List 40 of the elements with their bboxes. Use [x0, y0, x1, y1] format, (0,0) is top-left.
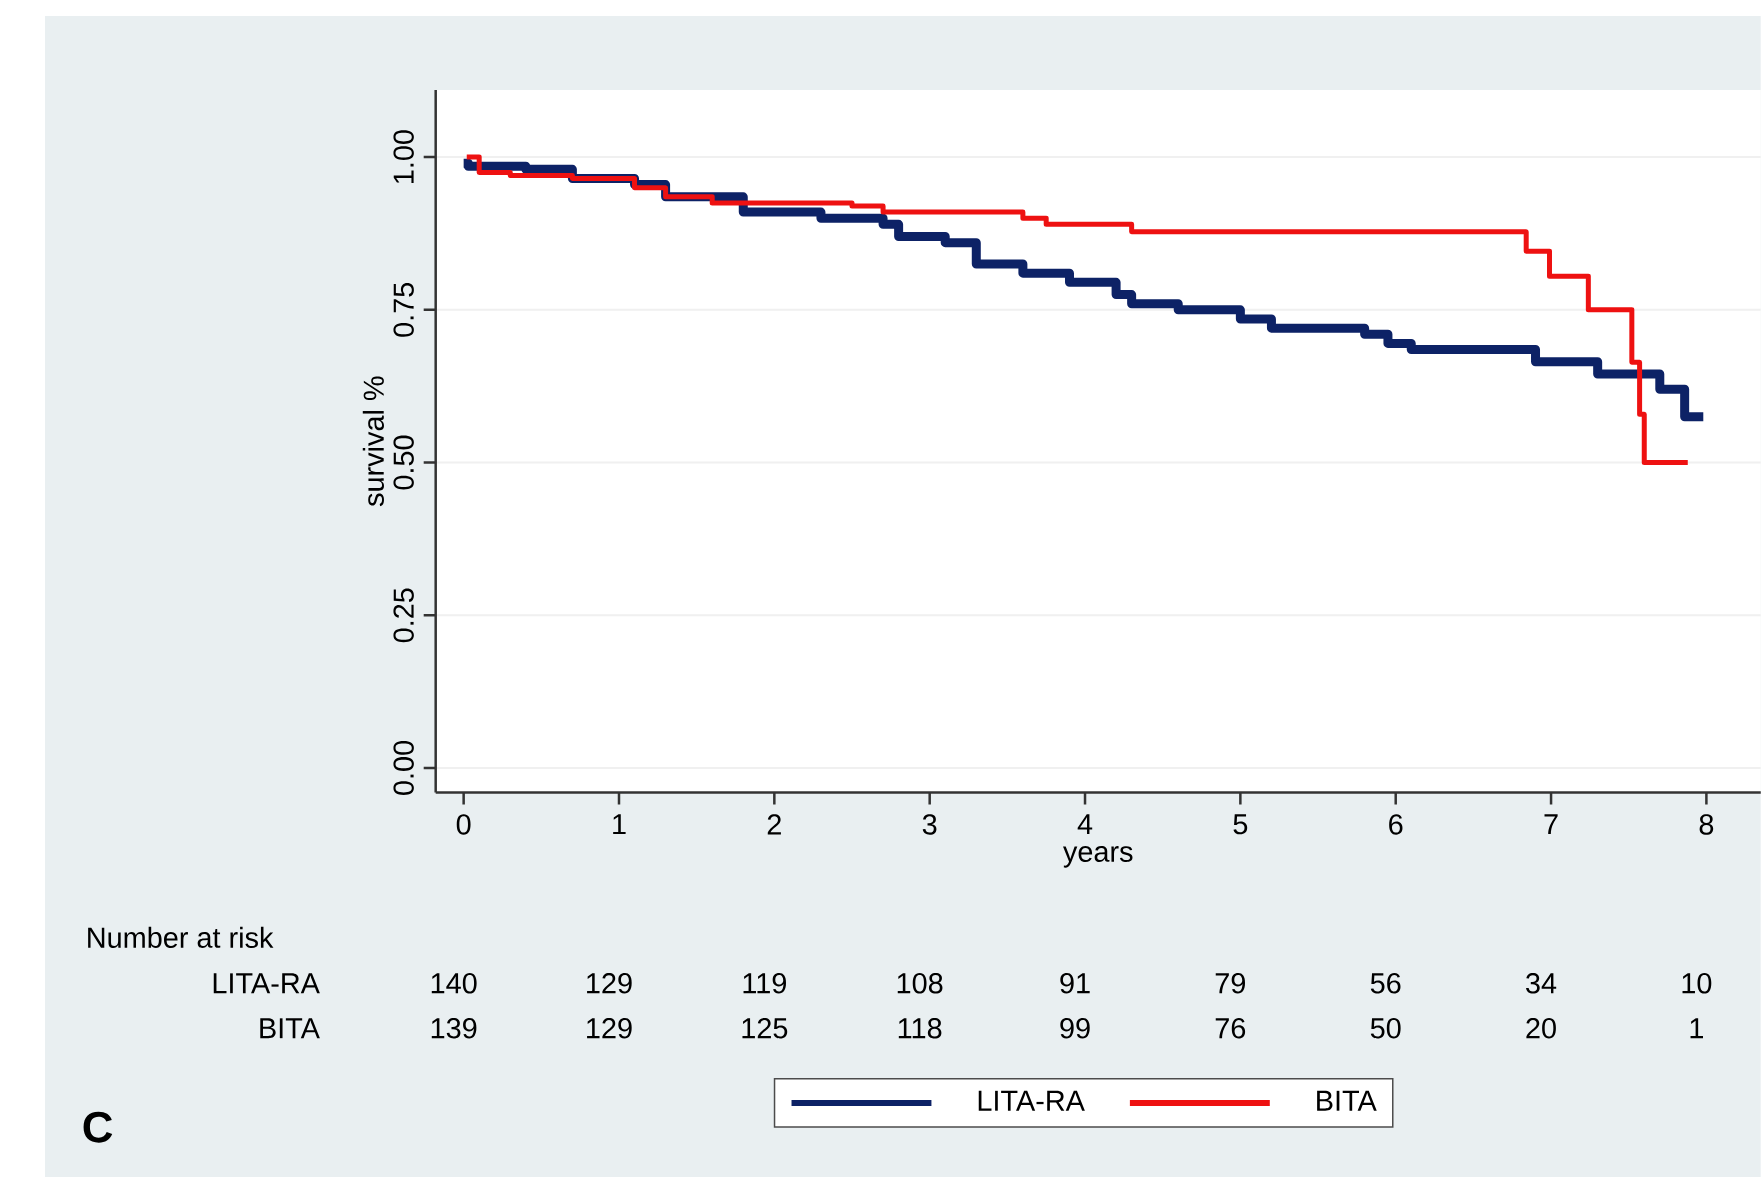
x-tick-label: 1: [613, 814, 626, 835]
text: 119: [743, 973, 786, 994]
text: LITA-RA: [213, 973, 320, 994]
x-tick-label: 8: [1699, 814, 1714, 835]
text: Number at risk: [88, 926, 274, 948]
x-tick-label: 0: [456, 814, 471, 835]
y-tick-label: 0.00: [393, 740, 414, 795]
text: 108: [897, 973, 943, 994]
x-tick-label: 3: [922, 814, 937, 835]
legend-label: BITA: [1317, 1090, 1377, 1111]
text: 76: [1215, 1017, 1246, 1039]
text: 129: [587, 973, 632, 994]
y-tick-label: 1.00: [393, 130, 414, 183]
text: C: [83, 1111, 113, 1143]
x-axis-title: years: [1063, 846, 1133, 868]
x-tick-label: 5: [1233, 814, 1248, 835]
y-axis-title: survival %: [362, 376, 384, 507]
text: 34: [1526, 973, 1557, 994]
text: 129: [587, 1017, 632, 1039]
text: 140: [431, 973, 477, 994]
y-tick-label: 0.25: [393, 588, 414, 643]
text: BITA: [260, 1018, 320, 1039]
x-tick-label: 2: [767, 814, 781, 835]
x-tick-label: 6: [1389, 814, 1403, 835]
y-tick-label: 0.75: [393, 282, 414, 337]
text: 125: [742, 1017, 788, 1039]
x-tick-label: 7: [1544, 814, 1558, 835]
text: 91: [1060, 973, 1090, 994]
text: 20: [1526, 1017, 1556, 1039]
x-tick-label: 4: [1077, 814, 1093, 835]
text: 118: [898, 1017, 942, 1039]
text: 79: [1215, 973, 1245, 994]
text: 50: [1370, 1017, 1401, 1039]
legend-label: LITA-RA: [978, 1090, 1085, 1111]
text: 1: [1690, 1018, 1703, 1039]
text: 10: [1682, 973, 1712, 994]
text: 56: [1370, 973, 1401, 994]
text: 139: [431, 1017, 477, 1039]
y-tick-label: 0.50: [393, 435, 414, 490]
text: 99: [1060, 1017, 1090, 1039]
